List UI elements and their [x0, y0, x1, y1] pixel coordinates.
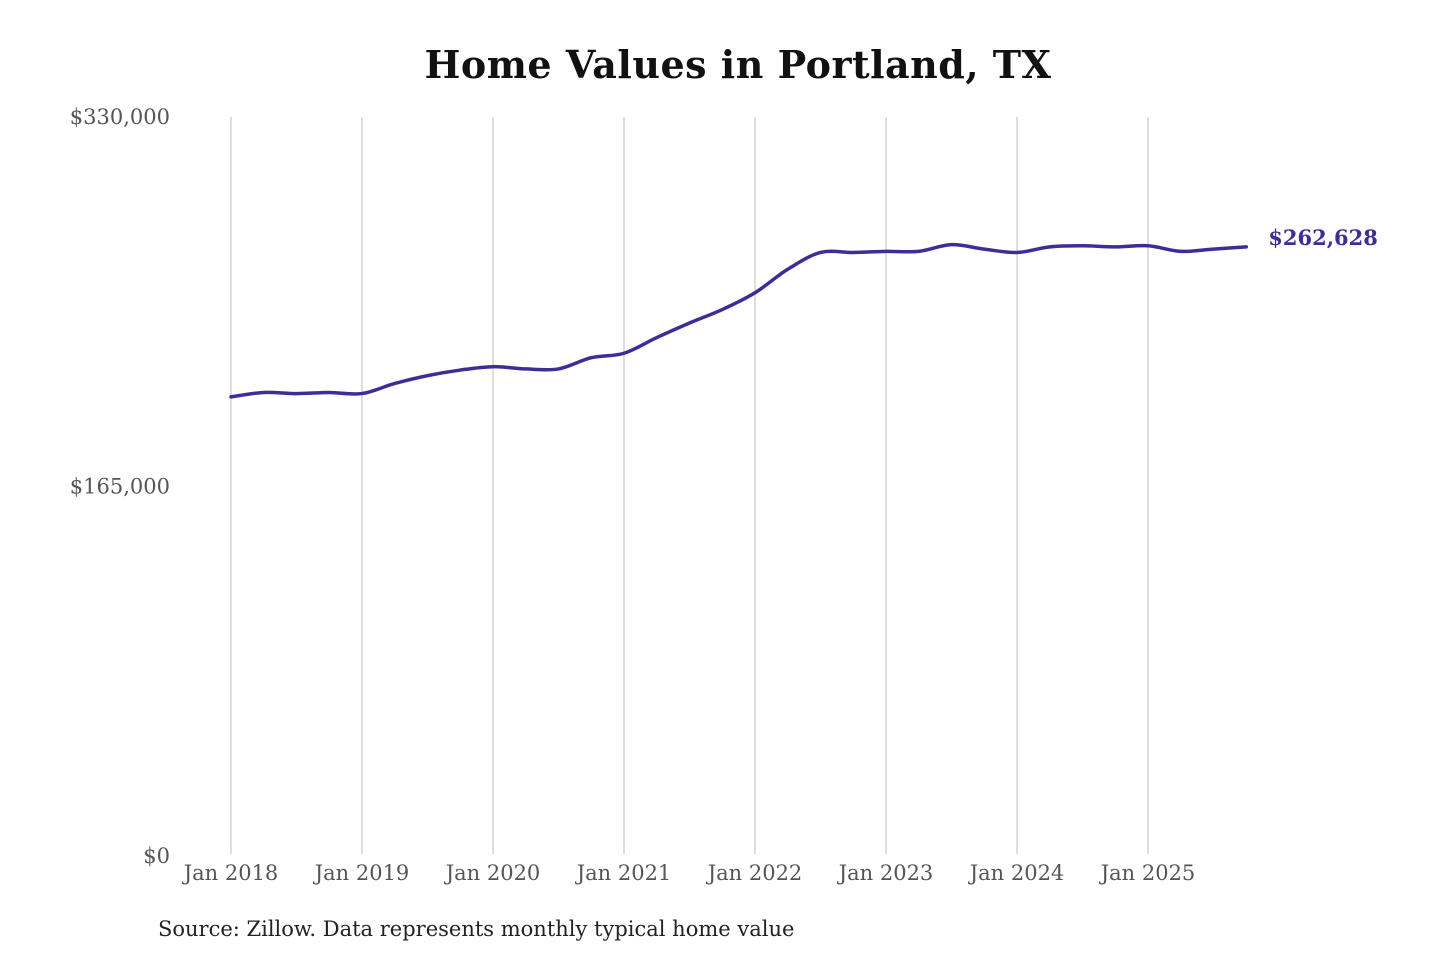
series-layer — [229, 242, 1248, 399]
end-value-label: $262,628 — [1268, 225, 1378, 250]
y-axis: $0 $165,000 $330,000 — [70, 105, 170, 868]
chart-title: Home Values in Portland, TX — [424, 42, 1052, 87]
y-tick-label: $165,000 — [70, 475, 170, 499]
x-tick-label: Jan 2018 — [182, 861, 279, 885]
x-tick-label: Jan 2022 — [706, 861, 803, 885]
source-note: Source: Zillow. Data represents monthly … — [158, 917, 795, 941]
gridlines — [230, 117, 1149, 854]
x-tick-label: Jan 2019 — [313, 861, 410, 885]
y-tick-label: $330,000 — [70, 105, 170, 129]
x-tick-label: Jan 2025 — [1099, 861, 1196, 885]
y-tick-label: $0 — [143, 844, 170, 868]
x-tick-label: Jan 2021 — [575, 861, 672, 885]
annotation-layer: $262,628 — [1268, 225, 1378, 250]
x-tick-label: Jan 2024 — [968, 861, 1065, 885]
x-tick-label: Jan 2023 — [837, 861, 934, 885]
x-tick-label: Jan 2020 — [444, 861, 541, 885]
series-line — [229, 242, 1248, 399]
x-axis: Jan 2018 Jan 2019 Jan 2020 Jan 2021 Jan 2022… — [182, 861, 1196, 885]
